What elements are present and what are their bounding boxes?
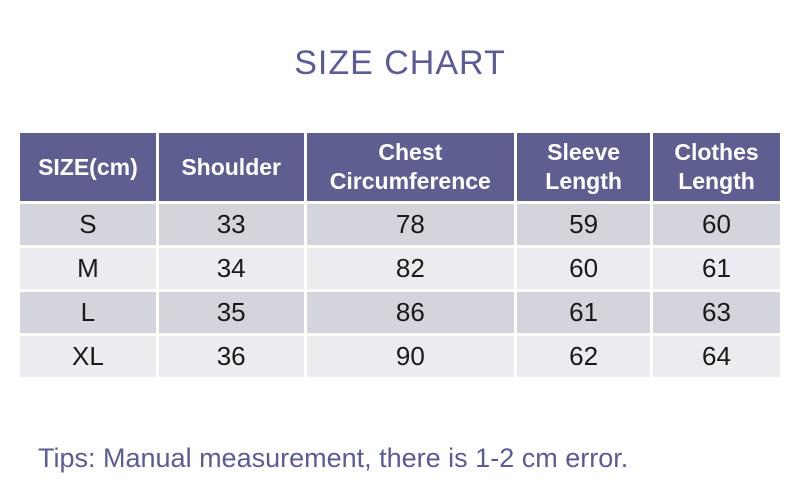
cell-m-shoulder: 34 xyxy=(158,248,304,289)
cell-m-sleeve-length: 60 xyxy=(517,248,651,289)
column-header-chest-circumference: Chest Circumference xyxy=(306,133,515,201)
cell-xl-clothes-length: 64 xyxy=(653,336,780,377)
cell-size-l: L xyxy=(20,292,156,333)
cell-size-xl: XL xyxy=(20,336,156,377)
cell-m-clothes-length: 61 xyxy=(653,248,780,289)
cell-s-sleeve-length: 59 xyxy=(517,204,651,245)
size-chart-table: SIZE(cm) Shoulder Chest Circumference Sl… xyxy=(20,133,780,377)
cell-l-shoulder: 35 xyxy=(158,292,304,333)
column-header-shoulder: Shoulder xyxy=(158,133,304,201)
cell-s-clothes-length: 60 xyxy=(653,204,780,245)
cell-xl-sleeve-length: 62 xyxy=(517,336,651,377)
column-header-clothes-length: Clothes Length xyxy=(653,133,780,201)
cell-m-chest: 82 xyxy=(306,248,515,289)
cell-size-m: M xyxy=(20,248,156,289)
cell-xl-shoulder: 36 xyxy=(158,336,304,377)
column-header-size: SIZE(cm) xyxy=(20,133,156,201)
cell-size-s: S xyxy=(20,204,156,245)
cell-s-shoulder: 33 xyxy=(158,204,304,245)
cell-l-clothes-length: 63 xyxy=(653,292,780,333)
measurement-tips-note: Tips: Manual measurement, there is 1-2 c… xyxy=(38,443,629,473)
cell-s-chest: 78 xyxy=(306,204,515,245)
page-title: SIZE CHART xyxy=(294,44,506,82)
cell-l-sleeve-length: 61 xyxy=(517,292,651,333)
cell-xl-chest: 90 xyxy=(306,336,515,377)
cell-l-chest: 86 xyxy=(306,292,515,333)
column-header-sleeve-length: Sleeve Length xyxy=(517,133,651,201)
